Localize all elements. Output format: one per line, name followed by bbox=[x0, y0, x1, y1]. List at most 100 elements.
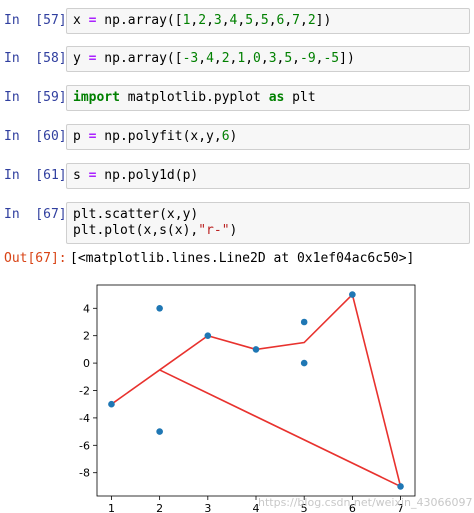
code-token: y bbox=[73, 51, 89, 66]
x-tick-label: 1 bbox=[108, 502, 115, 513]
output-area: Out[67]: [<matplotlib.lines.Line2D at 0x… bbox=[0, 251, 474, 271]
code-token: 5 bbox=[284, 51, 293, 66]
x-axis: 1 2 3 4 5 6 7 bbox=[108, 496, 404, 513]
code-cell-57[interactable]: In [57]: x = np.array([1,2,3,4,5,5,6,7,2… bbox=[0, 8, 474, 34]
scatter-point bbox=[397, 483, 404, 490]
code-token: , bbox=[229, 51, 238, 66]
code-token: np.poly1d(p) bbox=[96, 168, 199, 183]
scatter-point bbox=[204, 332, 212, 339]
code-token: , bbox=[284, 13, 293, 28]
code-cell-58[interactable]: In [58]: y = np.array([-3,4,2,1,0,3,5,-9… bbox=[0, 46, 474, 72]
code-token: -9 bbox=[300, 51, 316, 66]
code-token: 7 bbox=[292, 13, 300, 28]
code-token: 1 bbox=[237, 51, 246, 66]
code-token: , bbox=[253, 13, 261, 28]
code-token: , bbox=[260, 51, 269, 66]
code-token: s bbox=[73, 168, 89, 183]
code-token: plt.plot(x,s(x), bbox=[73, 223, 199, 238]
code-string: "r-" bbox=[198, 223, 230, 238]
code-token: 6 bbox=[221, 129, 230, 144]
code-token: np.array([ bbox=[96, 51, 183, 66]
y-tick-label: -8 bbox=[79, 467, 90, 480]
code-token: 5 bbox=[245, 13, 254, 28]
code-input[interactable]: import matplotlib.pyplot as plt bbox=[66, 85, 470, 111]
code-token: ]) bbox=[315, 13, 332, 28]
code-token: , bbox=[221, 13, 230, 28]
code-token: 4 bbox=[229, 13, 238, 28]
output-text: [<matplotlib.lines.Line2D at 0x1ef04ac6c… bbox=[70, 251, 415, 266]
code-token: -5 bbox=[323, 51, 340, 66]
code-token: 3 bbox=[268, 51, 277, 66]
x-tick-label: 2 bbox=[156, 502, 163, 513]
code-token: , bbox=[292, 51, 300, 66]
code-token: , bbox=[315, 51, 324, 66]
code-token: , bbox=[237, 13, 246, 28]
code-token: 3 bbox=[213, 13, 222, 28]
code-token: np.polyfit(x,y, bbox=[96, 129, 222, 144]
code-token: , bbox=[190, 13, 199, 28]
code-token: matplotlib.pyplot bbox=[119, 90, 269, 105]
code-token: 0 bbox=[253, 51, 261, 66]
code-input[interactable]: plt.scatter(x,y) plt.plot(x,s(x),"r-") bbox=[66, 202, 470, 244]
plot-area bbox=[96, 284, 416, 497]
code-token: 2 bbox=[198, 13, 207, 28]
code-token: , bbox=[245, 51, 254, 66]
code-token: = bbox=[88, 129, 97, 144]
code-cell-59[interactable]: In [59]: import matplotlib.pyplot as plt bbox=[0, 85, 474, 111]
code-token: p bbox=[73, 129, 89, 144]
code-token: , bbox=[268, 13, 277, 28]
polyfit-line bbox=[110, 293, 402, 488]
y-tick-label: 4 bbox=[83, 302, 90, 315]
input-prompt: In [57]: bbox=[4, 13, 75, 28]
code-token: ]) bbox=[339, 51, 355, 66]
code-token: = bbox=[88, 51, 97, 66]
code-token: 2 bbox=[307, 13, 316, 28]
output-prompt: Out[67]: bbox=[4, 251, 67, 266]
code-keyword: import bbox=[73, 90, 120, 105]
scatter-point bbox=[156, 428, 163, 435]
code-token: = bbox=[88, 13, 97, 28]
input-prompt: In [58]: bbox=[4, 51, 75, 66]
code-token: np.array([ bbox=[96, 13, 183, 28]
code-token: -3 bbox=[182, 51, 199, 66]
code-input[interactable]: p = np.polyfit(x,y,6) bbox=[66, 124, 470, 150]
code-cell-61[interactable]: In [61]: s = np.poly1d(p) bbox=[0, 163, 474, 189]
scatter-point bbox=[252, 346, 260, 353]
code-token: , bbox=[300, 13, 308, 28]
code-token: 6 bbox=[276, 13, 285, 28]
code-token: ) bbox=[229, 129, 238, 144]
code-token: ) bbox=[229, 223, 238, 238]
y-tick-label: 2 bbox=[83, 330, 90, 343]
scatter-point bbox=[300, 359, 308, 367]
code-keyword: as bbox=[268, 90, 285, 105]
code-token: = bbox=[88, 168, 97, 183]
code-token: , bbox=[206, 13, 214, 28]
y-axis: -8 -6 -4 -2 0 2 4 bbox=[79, 302, 97, 480]
scatter-point bbox=[108, 400, 115, 408]
code-token: plt bbox=[284, 90, 316, 105]
code-cell-60[interactable]: In [60]: p = np.polyfit(x,y,6) bbox=[0, 124, 474, 150]
code-input[interactable]: x = np.array([1,2,3,4,5,5,6,7,2]) bbox=[66, 8, 470, 34]
code-input[interactable]: y = np.array([-3,4,2,1,0,3,5,-9,-5]) bbox=[66, 46, 470, 72]
x-tick-label: 6 bbox=[349, 502, 356, 513]
scatter-point bbox=[300, 318, 308, 326]
y-tick-label: -2 bbox=[79, 385, 90, 398]
scatter-points bbox=[108, 291, 404, 490]
code-line: plt.scatter(x,y) bbox=[73, 207, 199, 222]
x-tick-label: 5 bbox=[301, 502, 308, 513]
input-prompt: In [61]: bbox=[4, 168, 75, 183]
code-cell-67[interactable]: In [67]: plt.scatter(x,y) plt.plot(x,s(x… bbox=[0, 202, 474, 244]
code-token: x bbox=[73, 13, 89, 28]
code-token: , bbox=[276, 51, 285, 66]
code-token: 4 bbox=[206, 51, 214, 66]
scatter-plot: -8 -6 -4 -2 0 2 4 1 2 3 4 5 6 7 https://blog.csdn.ne… bbox=[79, 284, 473, 513]
code-token: 2 bbox=[221, 51, 230, 66]
y-tick-label: -4 bbox=[79, 412, 90, 425]
y-tick-label: -6 bbox=[79, 439, 90, 452]
scatter-point bbox=[349, 291, 356, 298]
x-tick-label: 4 bbox=[253, 502, 260, 513]
code-input[interactable]: s = np.poly1d(p) bbox=[66, 163, 470, 189]
watermark: https://blog.csdn.net/weixin_43066097 bbox=[258, 496, 473, 509]
input-prompt: In [67]: bbox=[4, 207, 75, 222]
code-token: , bbox=[198, 51, 207, 66]
